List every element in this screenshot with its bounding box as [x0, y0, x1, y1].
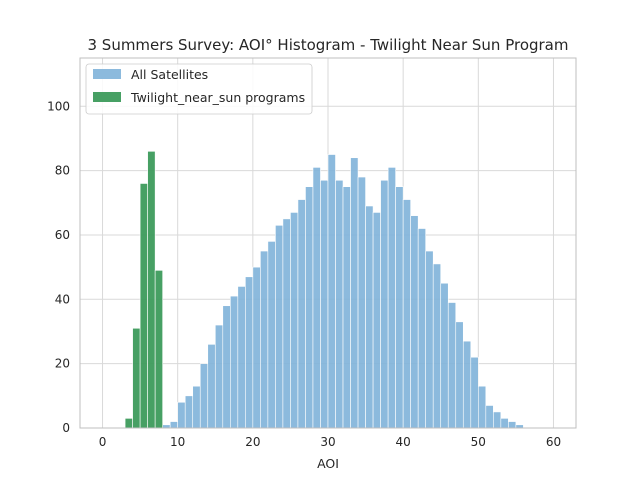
x-tick-label: 0: [99, 435, 107, 449]
bar-all-satellites: [470, 356, 479, 429]
bar-twilight-near-sun: [154, 270, 163, 429]
bar-all-satellites: [372, 212, 381, 429]
bar-all-satellites: [214, 324, 224, 429]
bar-all-satellites: [500, 418, 509, 429]
chart-title: 3 Summers Survey: AOI° Histogram - Twili…: [87, 36, 568, 54]
bar-all-satellites: [425, 250, 434, 429]
bar-all-satellites: [350, 157, 359, 429]
bar-all-satellites: [410, 215, 419, 429]
bar-all-satellites: [478, 385, 487, 429]
y-tick-label: 0: [62, 421, 70, 435]
bar-all-satellites: [245, 276, 254, 429]
bar-all-satellites: [184, 395, 194, 429]
x-tick-label: 30: [320, 435, 335, 449]
bar-all-satellites: [395, 186, 404, 429]
bar-all-satellites: [365, 205, 374, 429]
legend-label-all-satellites: All Satellites: [131, 67, 208, 82]
bar-all-satellites: [177, 401, 186, 429]
bar-all-satellites: [417, 228, 426, 429]
y-tick-label: 20: [55, 357, 70, 371]
bar-all-satellites: [169, 421, 178, 429]
bar-all-satellites: [493, 411, 502, 429]
tick-labels: 0 10 20 30 40 50 60 0 20 40 60 80 100: [47, 99, 561, 449]
x-tick-label: 60: [546, 435, 561, 449]
bar-all-satellites: [440, 282, 449, 429]
x-tick-label: 10: [170, 435, 185, 449]
bar-all-satellites: [192, 385, 201, 429]
legend-swatch-twilight: [93, 92, 121, 102]
x-tick-label: 40: [396, 435, 411, 449]
x-tick-label: 20: [245, 435, 260, 449]
bar-all-satellites: [260, 250, 269, 429]
bar-all-satellites: [237, 286, 246, 429]
axes-frame: [79, 57, 577, 429]
bar-all-satellites: [222, 305, 231, 429]
bar-all-satellites: [387, 167, 396, 429]
bar-all-satellites: [335, 179, 344, 429]
bar-twilight-near-sun: [139, 183, 148, 429]
bar-twilight-near-sun: [132, 327, 141, 429]
axes-spine: [79, 57, 577, 429]
y-tick-label: 40: [55, 292, 70, 306]
bar-all-satellites: [290, 212, 299, 429]
bars-layer: [124, 151, 524, 429]
bar-all-satellites: [357, 176, 366, 429]
bar-twilight-near-sun: [147, 151, 156, 429]
legend-box: [85, 63, 313, 115]
bar-twilight-near-sun: [124, 418, 133, 429]
x-axis-label: AOI: [317, 456, 339, 471]
bar-all-satellites: [282, 218, 291, 429]
bar-all-satellites: [252, 266, 261, 429]
bar-all-satellites: [267, 241, 276, 429]
legend: All Satellites Twilight_near_sun program…: [85, 63, 313, 115]
bar-all-satellites: [380, 179, 389, 429]
y-tick-label: 100: [47, 99, 70, 113]
bar-all-satellites: [327, 154, 336, 429]
y-tick-label: 80: [55, 164, 70, 178]
legend-label-twilight: Twilight_near_sun programs: [130, 90, 305, 105]
bar-all-satellites: [455, 321, 464, 429]
bar-all-satellites: [402, 199, 411, 429]
bar-all-satellites: [207, 344, 216, 429]
bar-all-satellites: [447, 302, 457, 429]
bar-all-satellites: [508, 421, 517, 429]
y-tick-label: 60: [55, 228, 70, 242]
bar-all-satellites: [342, 186, 351, 429]
bar-all-satellites: [432, 263, 442, 429]
legend-swatch-all-satellites: [93, 69, 121, 79]
bar-all-satellites: [312, 167, 321, 429]
bar-all-satellites: [297, 199, 306, 429]
bar-all-satellites: [275, 225, 284, 429]
bar-all-satellites: [305, 186, 314, 429]
bar-all-satellites: [462, 340, 472, 429]
bar-all-satellites: [485, 405, 494, 429]
bar-all-satellites: [230, 295, 239, 429]
bar-all-satellites: [199, 363, 209, 429]
x-tick-label: 50: [471, 435, 486, 449]
bar-all-satellites: [320, 179, 329, 429]
